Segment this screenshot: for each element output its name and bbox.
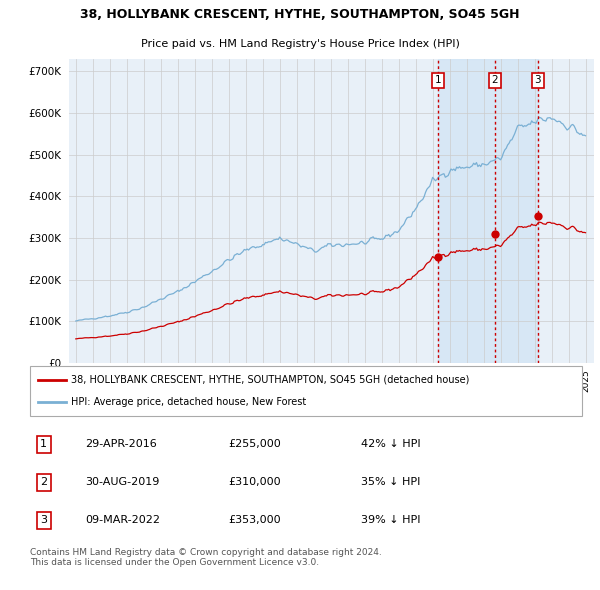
Text: 2: 2 [40, 477, 47, 487]
Text: 1: 1 [40, 440, 47, 449]
Text: 39% ↓ HPI: 39% ↓ HPI [361, 516, 421, 525]
Text: 3: 3 [535, 76, 541, 86]
Text: Contains HM Land Registry data © Crown copyright and database right 2024.
This d: Contains HM Land Registry data © Crown c… [30, 548, 382, 567]
Text: 1: 1 [435, 76, 442, 86]
Text: £353,000: £353,000 [229, 516, 281, 525]
Text: 38, HOLLYBANK CRESCENT, HYTHE, SOUTHAMPTON, SO45 5GH (detached house): 38, HOLLYBANK CRESCENT, HYTHE, SOUTHAMPT… [71, 375, 470, 385]
Text: 42% ↓ HPI: 42% ↓ HPI [361, 440, 421, 449]
FancyBboxPatch shape [30, 366, 582, 416]
Text: 29-APR-2016: 29-APR-2016 [85, 440, 157, 449]
Text: HPI: Average price, detached house, New Forest: HPI: Average price, detached house, New … [71, 397, 307, 407]
Text: £310,000: £310,000 [229, 477, 281, 487]
Bar [438, 59, 538, 363]
Text: 30-AUG-2019: 30-AUG-2019 [85, 477, 160, 487]
Text: 3: 3 [40, 516, 47, 525]
Text: 2: 2 [491, 76, 498, 86]
Text: Price paid vs. HM Land Registry's House Price Index (HPI): Price paid vs. HM Land Registry's House … [140, 40, 460, 50]
Text: 09-MAR-2022: 09-MAR-2022 [85, 516, 160, 525]
Text: £255,000: £255,000 [229, 440, 281, 449]
Text: 38, HOLLYBANK CRESCENT, HYTHE, SOUTHAMPTON, SO45 5GH: 38, HOLLYBANK CRESCENT, HYTHE, SOUTHAMPT… [80, 8, 520, 21]
Text: 35% ↓ HPI: 35% ↓ HPI [361, 477, 421, 487]
